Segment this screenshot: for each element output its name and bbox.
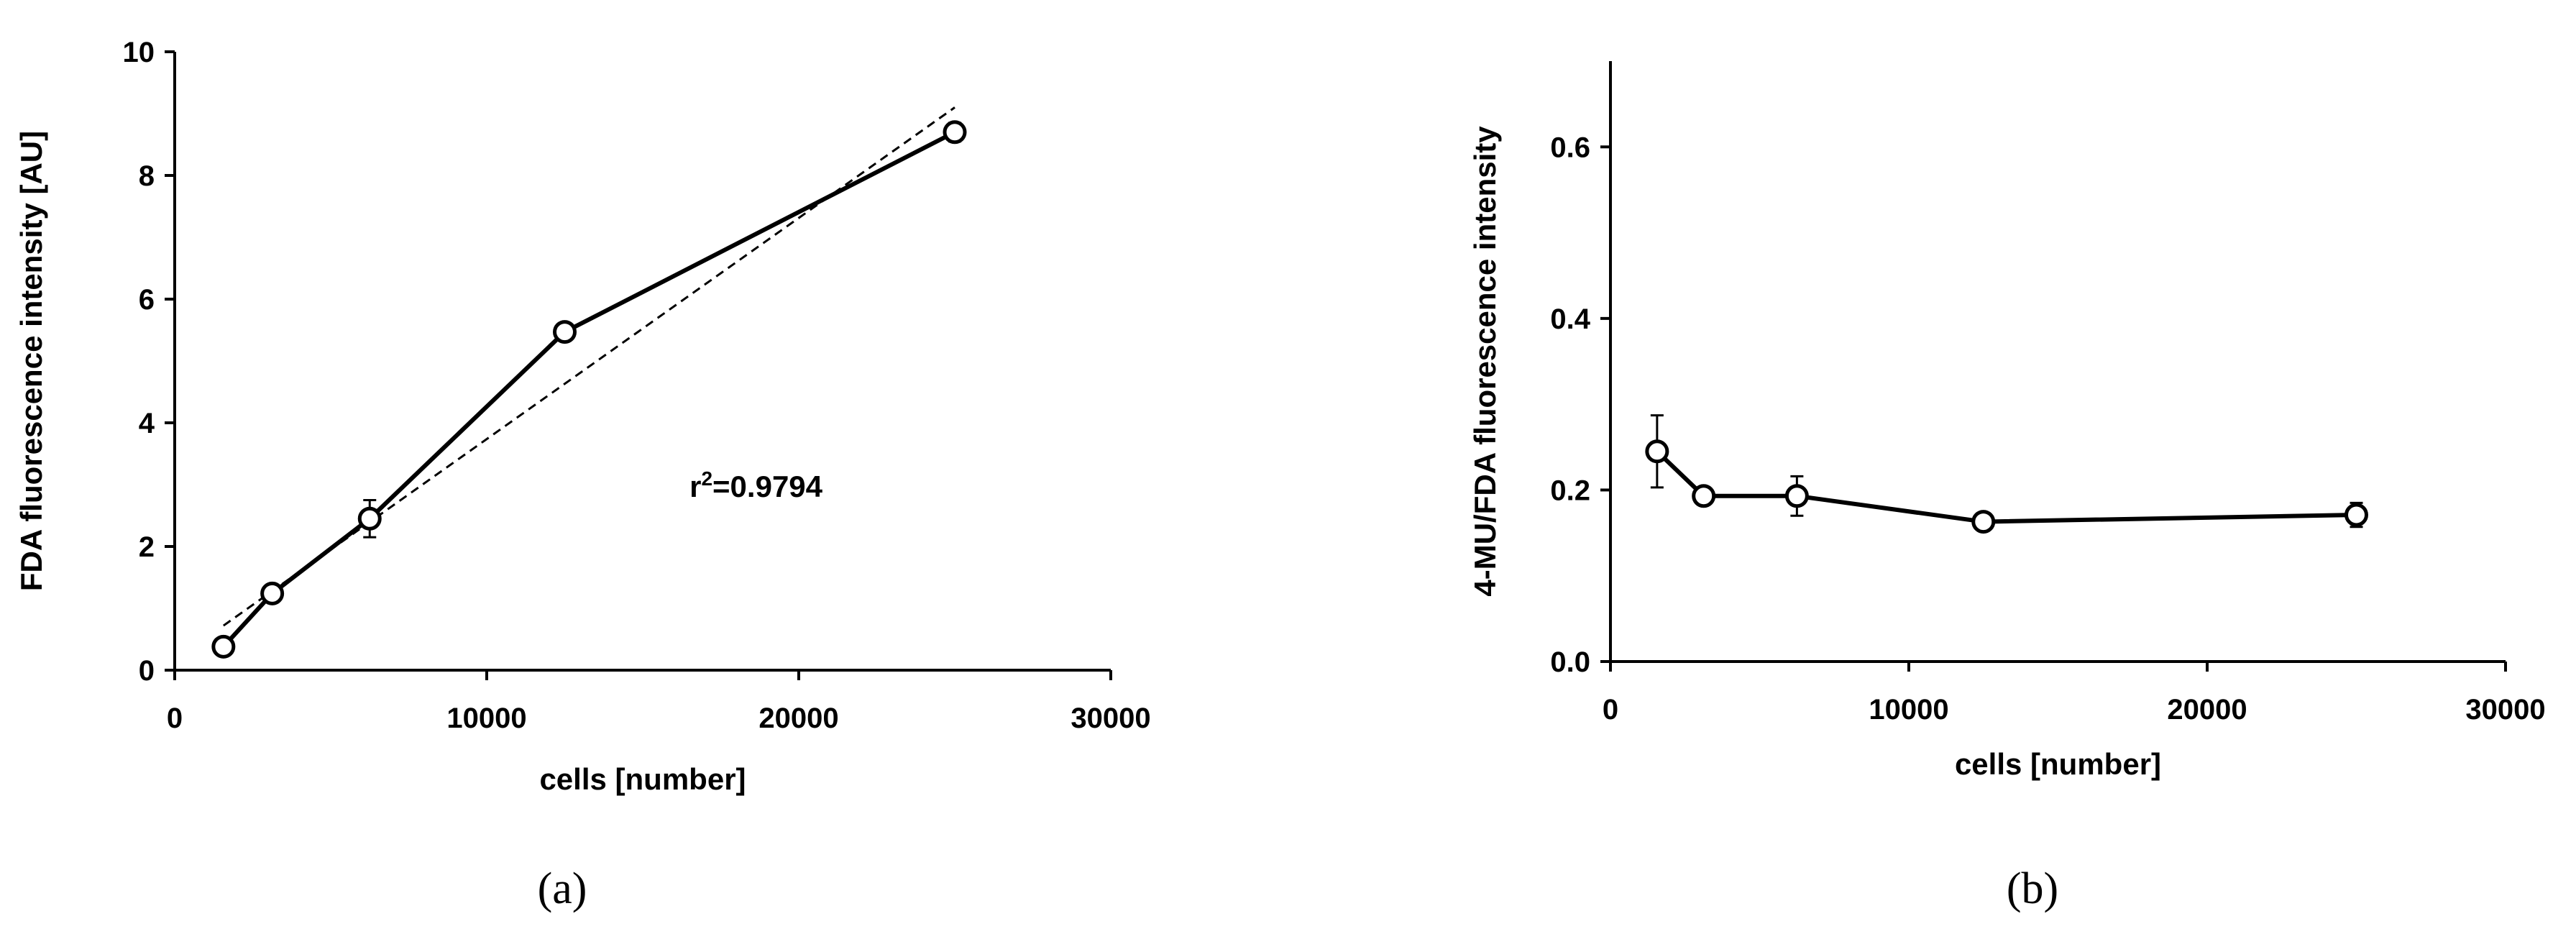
panel-label: (a) <box>538 864 587 913</box>
x-tick-label: 10000 <box>446 703 526 734</box>
panel-a: 0 10000 20000 30000 0 2 4 6 8 10 cells [number] FDA… <box>14 37 1151 913</box>
data-point-marker <box>1784 484 1809 508</box>
x-tick-label: 30000 <box>1071 703 1150 734</box>
r-squared-annotation: r2=0.9794 <box>689 467 823 503</box>
x-tick-label: 10000 <box>1869 694 1948 726</box>
data-point-marker <box>2344 503 2368 527</box>
y-tick-label: 4 <box>139 408 155 439</box>
x-axis-label: cells [number] <box>539 762 746 796</box>
y-tick-label: 0.0 <box>1550 646 1590 678</box>
y-tick-label: 6 <box>139 284 155 316</box>
x-tick-label: 0 <box>167 703 183 734</box>
panel-b: 0 10000 20000 30000 0.0 0.2 0.4 0.6 cells [numbe… <box>1468 61 2546 913</box>
x-tick-label: 0 <box>1603 694 1618 726</box>
data-point-marker <box>1971 510 1996 534</box>
data-point-marker <box>211 634 236 659</box>
x-tick-label: 30000 <box>2465 694 2545 726</box>
y-tick-label: 0.4 <box>1550 303 1590 335</box>
data-point-marker <box>553 320 577 344</box>
data-point-marker <box>943 120 967 145</box>
y-axis-label: FDA fluorescence intensity [AU] <box>14 131 48 591</box>
y-tick-label: 10 <box>123 37 155 68</box>
data-point-marker <box>260 581 285 605</box>
y-axis-label: 4-MU/FDA fluorescence intensity <box>1468 126 1502 597</box>
x-tick-label: 20000 <box>758 703 838 734</box>
panel-label: (b) <box>2007 864 2058 913</box>
y-tick-label: 0 <box>139 655 155 687</box>
data-point-marker <box>357 506 382 531</box>
x-axis-label: cells [number] <box>1955 747 2161 781</box>
y-tick-label: 0.6 <box>1550 132 1590 163</box>
x-tick-label: 20000 <box>2167 694 2247 726</box>
data-point-marker <box>1645 439 1669 464</box>
y-tick-label: 8 <box>139 160 155 192</box>
y-tick-label: 2 <box>139 531 155 563</box>
y-tick-label: 0.2 <box>1550 475 1590 506</box>
data-point-marker <box>1692 484 1716 508</box>
